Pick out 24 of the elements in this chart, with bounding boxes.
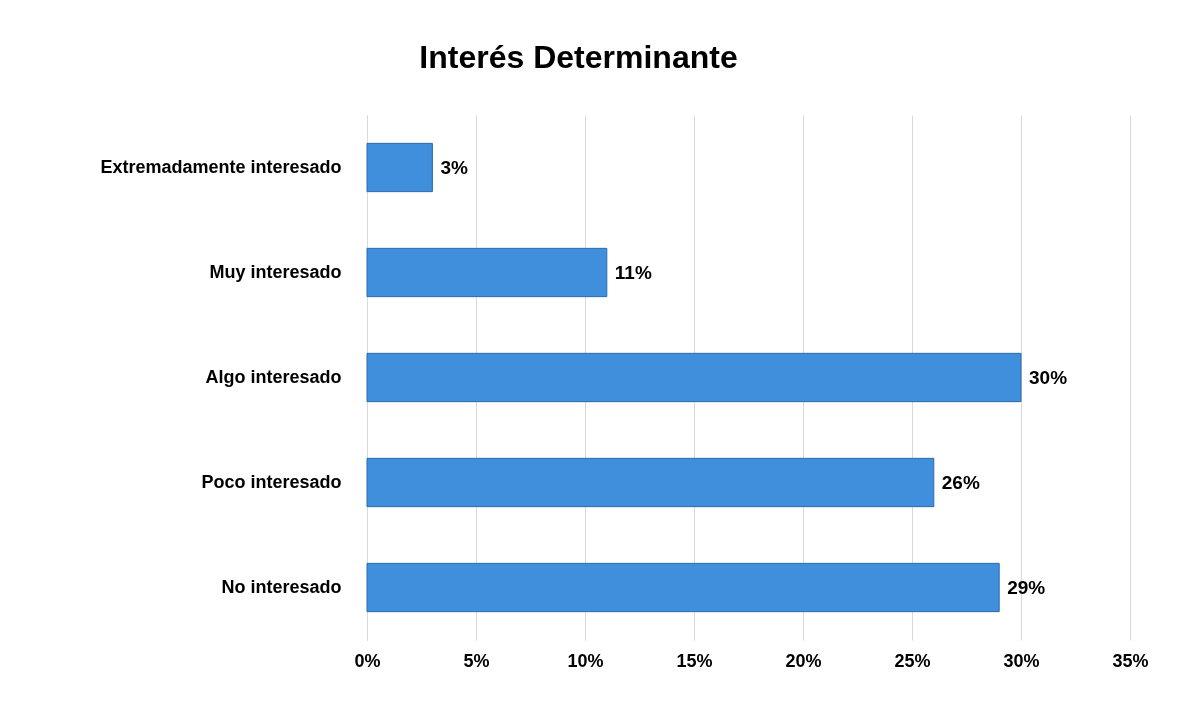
y-tick-label: Muy interesado: [209, 261, 342, 282]
x-tick-label: 5%: [463, 650, 490, 671]
bar: [366, 457, 935, 508]
x-tick-label: 0%: [354, 650, 381, 671]
x-tick-label: 10%: [567, 650, 604, 671]
y-tick-label: Extremadamente interesado: [100, 156, 342, 177]
data-label: 3%: [440, 156, 468, 178]
bar: [366, 142, 433, 193]
chart-title: Interés Determinante: [419, 39, 738, 75]
data-label: 30%: [1029, 366, 1068, 388]
data-label: 11%: [614, 261, 652, 283]
y-tick-label: Algo interesado: [205, 366, 342, 387]
y-tick-label: No interesado: [221, 576, 342, 597]
x-tick-label: 15%: [676, 650, 713, 671]
bar: [366, 352, 1022, 403]
bar: [366, 562, 1000, 613]
y-tick-label: Poco interesado: [201, 471, 342, 492]
x-tick-label: 35%: [1112, 650, 1149, 671]
data-label: 26%: [941, 471, 980, 493]
x-tick-label: 20%: [785, 650, 822, 671]
x-tick-label: 30%: [1003, 650, 1040, 671]
data-label: 29%: [1007, 576, 1046, 598]
bar: [366, 247, 608, 298]
x-tick-label: 25%: [894, 650, 931, 671]
